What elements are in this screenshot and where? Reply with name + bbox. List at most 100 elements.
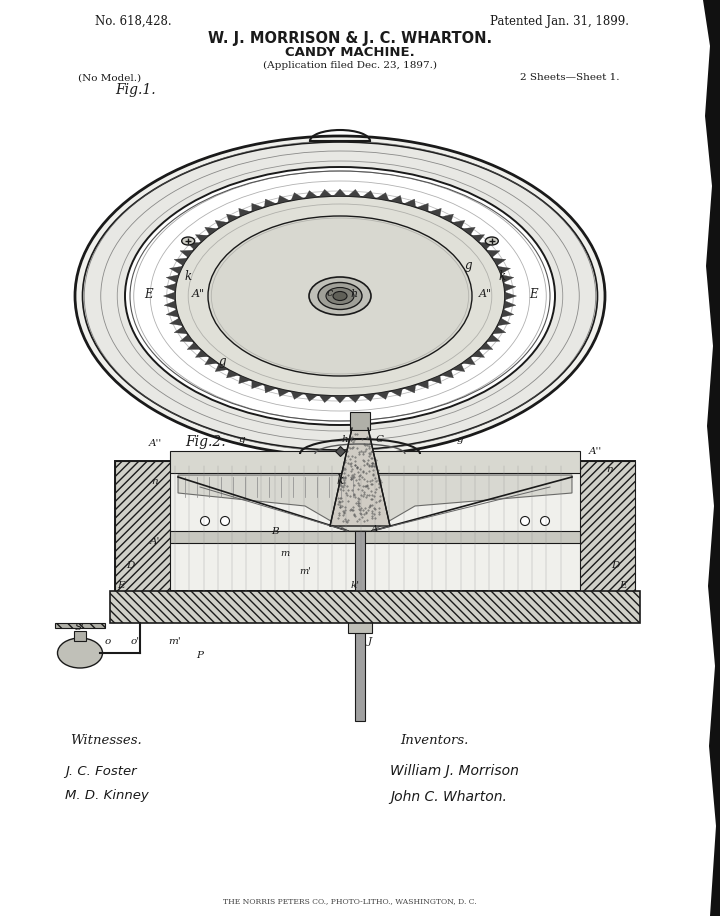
Text: C: C [376, 434, 384, 443]
Polygon shape [239, 208, 251, 216]
Polygon shape [180, 334, 193, 342]
Text: P: P [197, 650, 204, 660]
Polygon shape [187, 343, 200, 350]
Polygon shape [452, 364, 465, 372]
Polygon shape [504, 283, 516, 291]
Text: k: k [184, 269, 192, 282]
Text: W. J. MORRISON & J. C. WHARTON.: W. J. MORRISON & J. C. WHARTON. [208, 30, 492, 46]
Ellipse shape [541, 517, 549, 526]
Text: Patented Jan. 31, 1899.: Patented Jan. 31, 1899. [490, 15, 629, 27]
Bar [355, 531, 365, 721]
Polygon shape [501, 310, 514, 317]
Polygon shape [169, 267, 182, 274]
Polygon shape [252, 380, 264, 388]
Polygon shape [441, 214, 454, 222]
Polygon shape [377, 391, 389, 399]
Polygon shape [492, 326, 506, 333]
Polygon shape [277, 388, 289, 397]
Ellipse shape [208, 216, 472, 376]
Text: A'': A'' [588, 446, 602, 455]
Text: n: n [607, 464, 613, 474]
Polygon shape [264, 385, 276, 393]
Text: M. D. Kinney: M. D. Kinney [65, 790, 149, 802]
Text: g: g [464, 259, 472, 272]
Polygon shape [330, 428, 390, 526]
Text: g: g [218, 354, 226, 367]
Ellipse shape [200, 517, 210, 526]
Text: B: B [271, 527, 279, 536]
Text: D: D [126, 562, 134, 571]
Text: (No Model.): (No Model.) [78, 73, 141, 82]
Polygon shape [166, 275, 179, 282]
Text: k: k [498, 269, 505, 282]
Bar [348, 613, 372, 633]
Polygon shape [180, 250, 193, 257]
Text: John C. Wharton.: John C. Wharton. [390, 790, 507, 804]
Polygon shape [163, 292, 175, 300]
Polygon shape [333, 396, 346, 403]
Polygon shape [239, 376, 251, 384]
Polygon shape [404, 199, 415, 207]
Text: S': S' [75, 624, 85, 633]
Ellipse shape [75, 136, 605, 456]
Polygon shape [204, 227, 218, 234]
Text: D: D [611, 562, 619, 571]
Polygon shape [404, 385, 415, 393]
Polygon shape [441, 370, 454, 378]
Ellipse shape [333, 291, 347, 300]
Polygon shape [429, 208, 441, 216]
Polygon shape [492, 258, 506, 266]
Polygon shape [174, 258, 187, 266]
Text: J: J [368, 637, 372, 646]
Polygon shape [264, 199, 276, 207]
Polygon shape [472, 350, 485, 357]
Bar [170, 531, 580, 543]
Text: k: k [336, 474, 343, 487]
Polygon shape [195, 234, 209, 242]
Ellipse shape [58, 638, 102, 668]
Polygon shape [417, 380, 428, 388]
Polygon shape [174, 326, 187, 333]
Polygon shape [501, 275, 514, 282]
Polygon shape [480, 243, 493, 249]
Bar [115, 461, 635, 591]
Polygon shape [227, 214, 239, 222]
Polygon shape [505, 292, 516, 300]
Polygon shape [333, 189, 346, 196]
Polygon shape [204, 357, 218, 365]
Text: E: E [144, 288, 153, 300]
Ellipse shape [175, 196, 505, 396]
Polygon shape [166, 310, 179, 317]
Bar [580, 461, 635, 591]
Ellipse shape [326, 288, 354, 304]
Ellipse shape [485, 237, 498, 245]
Polygon shape [417, 203, 428, 212]
Text: k': k' [351, 582, 359, 591]
Polygon shape [362, 394, 375, 401]
Ellipse shape [220, 517, 230, 526]
Text: A: A [372, 525, 379, 533]
Text: o': o' [130, 637, 140, 646]
Ellipse shape [181, 237, 194, 245]
Text: m': m' [299, 566, 311, 575]
Ellipse shape [83, 142, 598, 450]
Text: n: n [152, 476, 158, 485]
Bar [115, 461, 170, 591]
Bar [170, 451, 580, 473]
Text: 2 Sheets—Sheet 1.: 2 Sheets—Sheet 1. [521, 73, 620, 82]
Ellipse shape [130, 171, 550, 421]
Text: m: m [280, 549, 289, 558]
Polygon shape [452, 221, 465, 228]
Bar [74, 631, 86, 641]
Ellipse shape [125, 167, 555, 425]
Text: J. C. Foster: J. C. Foster [65, 765, 137, 778]
Polygon shape [215, 364, 228, 372]
Polygon shape [305, 394, 318, 401]
Polygon shape [195, 350, 209, 357]
Polygon shape [498, 267, 510, 274]
Text: m': m' [168, 637, 181, 646]
Text: Witnesses.: Witnesses. [70, 735, 142, 747]
Polygon shape [291, 192, 304, 201]
Text: A'': A'' [148, 439, 161, 448]
Polygon shape [703, 0, 720, 916]
